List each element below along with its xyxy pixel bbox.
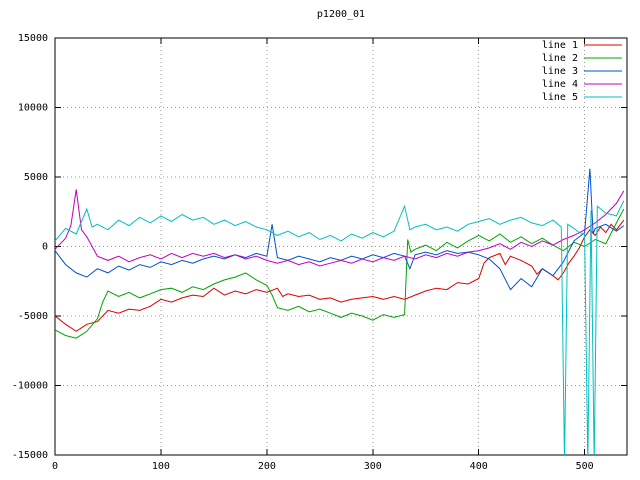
series-2-line <box>55 208 625 339</box>
y-tick-label: -10000 <box>12 381 48 392</box>
x-tick-label: 300 <box>364 461 382 472</box>
series-3-line <box>55 168 625 291</box>
x-tick-label: 100 <box>152 461 170 472</box>
legend-label: line 5 <box>542 92 578 103</box>
legend-label: line 3 <box>542 66 578 77</box>
legend-label: line 4 <box>542 79 578 90</box>
legend-item: line 3 <box>542 66 622 77</box>
x-tick-label: 0 <box>52 461 58 472</box>
y-tick-label: 15000 <box>18 33 48 44</box>
series-1-line <box>55 219 625 332</box>
legend-label: line 2 <box>542 53 578 64</box>
x-tick-label: 400 <box>470 461 488 472</box>
legend-item: line 2 <box>542 53 622 64</box>
chart-title: p1200_01 <box>316 9 366 20</box>
legend-item: line 5 <box>542 92 622 103</box>
series-4-line <box>55 189 625 267</box>
legend-label: line 1 <box>542 40 578 51</box>
y-tick-label: 5000 <box>24 172 48 183</box>
y-tick-label: 0 <box>42 242 48 253</box>
series-5-line <box>55 200 625 455</box>
legend-item: line 4 <box>542 79 622 90</box>
y-tick-label: -5000 <box>18 311 48 322</box>
x-tick-label: 500 <box>576 461 594 472</box>
legend-item: line 1 <box>542 40 622 51</box>
y-tick-label: -15000 <box>12 450 48 461</box>
y-tick-label: 10000 <box>18 103 48 114</box>
x-tick-label: 200 <box>258 461 276 472</box>
